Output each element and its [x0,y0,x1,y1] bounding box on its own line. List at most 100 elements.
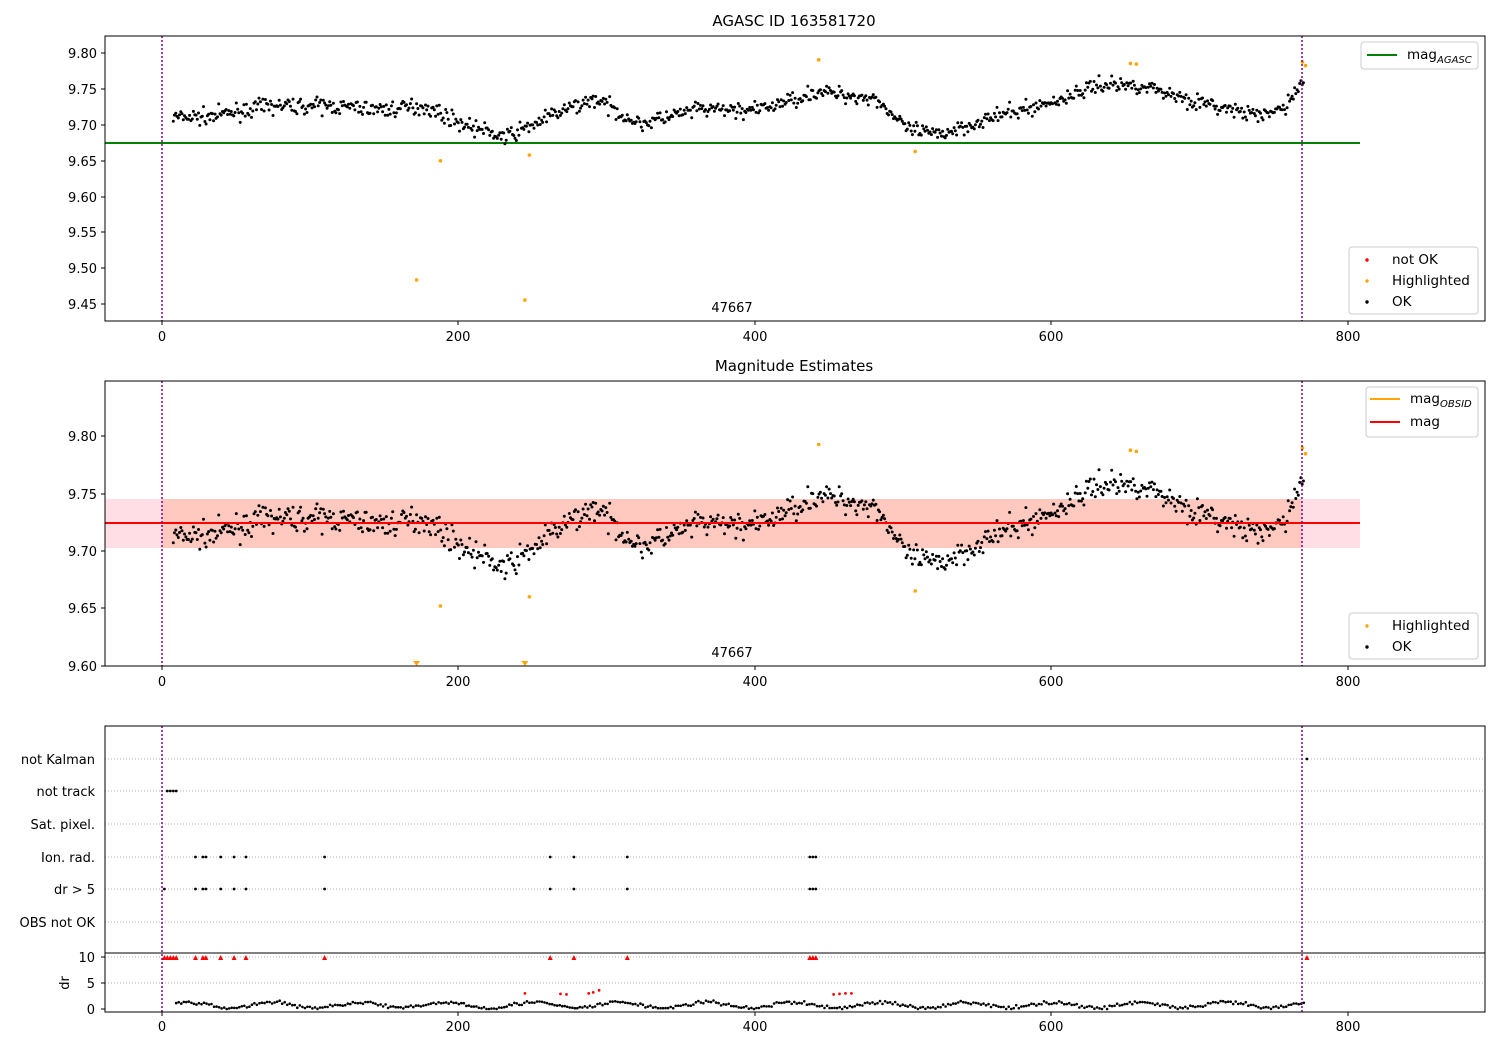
dr-point [868,1002,872,1005]
dr-point [856,1003,859,1006]
ok-point [580,104,584,108]
ok-point [952,551,956,555]
dr-point [500,1006,503,1009]
x-tick-label: 0 [158,675,166,690]
ok-point [856,503,860,507]
dr-red-point [565,993,568,996]
legend-marker [1365,300,1369,304]
dr-point [631,1003,635,1006]
ok-point [555,532,559,536]
ok-point [408,513,412,516]
ok-point [781,517,784,521]
dr-point [343,1003,347,1007]
dr-point [323,1005,327,1009]
ok-point [779,506,783,510]
ok-point [865,507,869,511]
ok-point [711,517,715,521]
ok-point [683,112,687,116]
ok-point [204,545,208,549]
dr-point [487,1007,491,1011]
ok-point [535,120,538,124]
ok-point [1174,509,1178,513]
dr-point [815,1004,819,1008]
ok-point [257,504,261,508]
ok-point [825,84,829,88]
dr-point [727,1002,730,1006]
ok-point [297,100,301,104]
ok-point [1114,81,1117,85]
ok-point [451,112,455,116]
ok-point [576,100,580,104]
ok-point [1125,81,1129,85]
ok-point [921,548,924,552]
ok-point [1120,479,1124,483]
dr-point [1171,1004,1174,1008]
ok-point [202,105,205,109]
ok-point [946,554,950,558]
flag-point [165,789,169,793]
ok-point [923,129,927,133]
ok-point [777,510,781,513]
ok-point [1039,516,1043,520]
dr-point [1209,1002,1212,1005]
ok-point [429,533,433,537]
dr-point [740,1006,743,1009]
ok-point [912,124,916,128]
ok-point [985,117,989,121]
ok-point [233,111,237,114]
ok-point [224,108,228,111]
ok-point [338,528,342,532]
ok-point [1213,107,1217,111]
ok-point [1131,477,1135,481]
dr-point [1264,1005,1268,1009]
ok-point [1174,100,1178,103]
ok-point [588,517,591,521]
dr-point [1045,1001,1048,1004]
ok-point [603,102,607,106]
ok-point [556,116,560,120]
ok-point [371,103,374,107]
ok-point [562,103,566,107]
ok-point [758,109,762,113]
ok-point [181,118,185,122]
ok-point [413,111,417,115]
ok-point [936,135,940,139]
ok-point [411,106,415,110]
ok-point [323,512,327,516]
dr-point [195,1003,198,1006]
ok-point [498,559,502,563]
dr-point [697,999,700,1003]
ok-point [514,572,518,576]
dr-point [853,1005,857,1008]
ok-point [1056,99,1059,103]
ok-point [434,533,438,537]
ok-point [986,112,990,116]
ok-point [422,112,426,116]
ok-point [1015,529,1019,533]
ok-point [429,114,433,118]
dr-point [1030,1002,1033,1005]
dr-top-marker [218,955,224,960]
ok-point [1164,94,1168,98]
ok-point [281,519,285,523]
dr-point [230,1006,233,1010]
ok-point [359,526,363,530]
ok-point [1167,93,1170,97]
ok-point [1125,479,1129,483]
ok-point [459,538,463,542]
dr-point [449,1000,453,1004]
dr-top-marker [203,955,209,960]
dr-point [462,1001,466,1005]
dr-point [639,1002,642,1005]
dr-point [608,1000,612,1003]
x-tick-label: 400 [743,330,768,345]
ok-point [1203,510,1207,514]
dr-point [588,1004,592,1008]
dr-point [1279,1004,1283,1007]
ok-point [734,117,738,120]
dr-point [1191,1004,1195,1008]
ok-point [1088,79,1092,83]
ok-point [197,528,200,531]
ok-point [584,502,588,506]
ok-point [326,104,330,108]
